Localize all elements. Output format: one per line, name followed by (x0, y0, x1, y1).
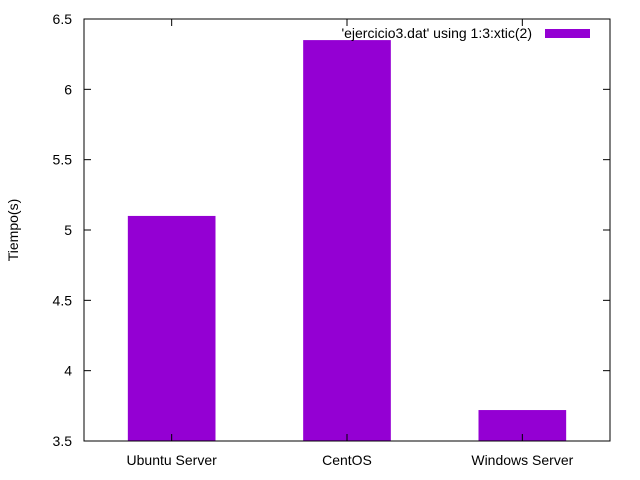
bar-0 (127, 215, 216, 441)
legend: 'ejercicio3.dat' using 1:3:xtic(2) (341, 25, 590, 41)
x-tick-label-2: Windows Server (471, 452, 573, 468)
legend-label: 'ejercicio3.dat' using 1:3:xtic(2) (341, 25, 532, 41)
bar-1 (303, 40, 391, 441)
bars-group (127, 40, 567, 441)
x-tick-label-1: CentOS (322, 452, 372, 468)
plot-frame (83, 18, 611, 442)
y-tick-label-3: 5 (64, 222, 72, 238)
y-axis-label: Tiempo(s) (5, 199, 21, 262)
legend-swatch (545, 29, 590, 38)
ticks-group: Ubuntu Server CentOS Windows Server 3.5 4 4.5… (53, 11, 610, 468)
y-tick-label-2: 4.5 (53, 292, 73, 308)
x-tick-label-0: Ubuntu Server (127, 452, 218, 468)
y-tick-label-1: 4 (64, 363, 72, 379)
y-tick-label-0: 3.5 (53, 433, 73, 449)
y-tick-label-4: 5.5 (53, 152, 73, 168)
y-tick-label-6: 6.5 (53, 11, 73, 27)
y-tick-label-5: 6 (64, 81, 72, 97)
